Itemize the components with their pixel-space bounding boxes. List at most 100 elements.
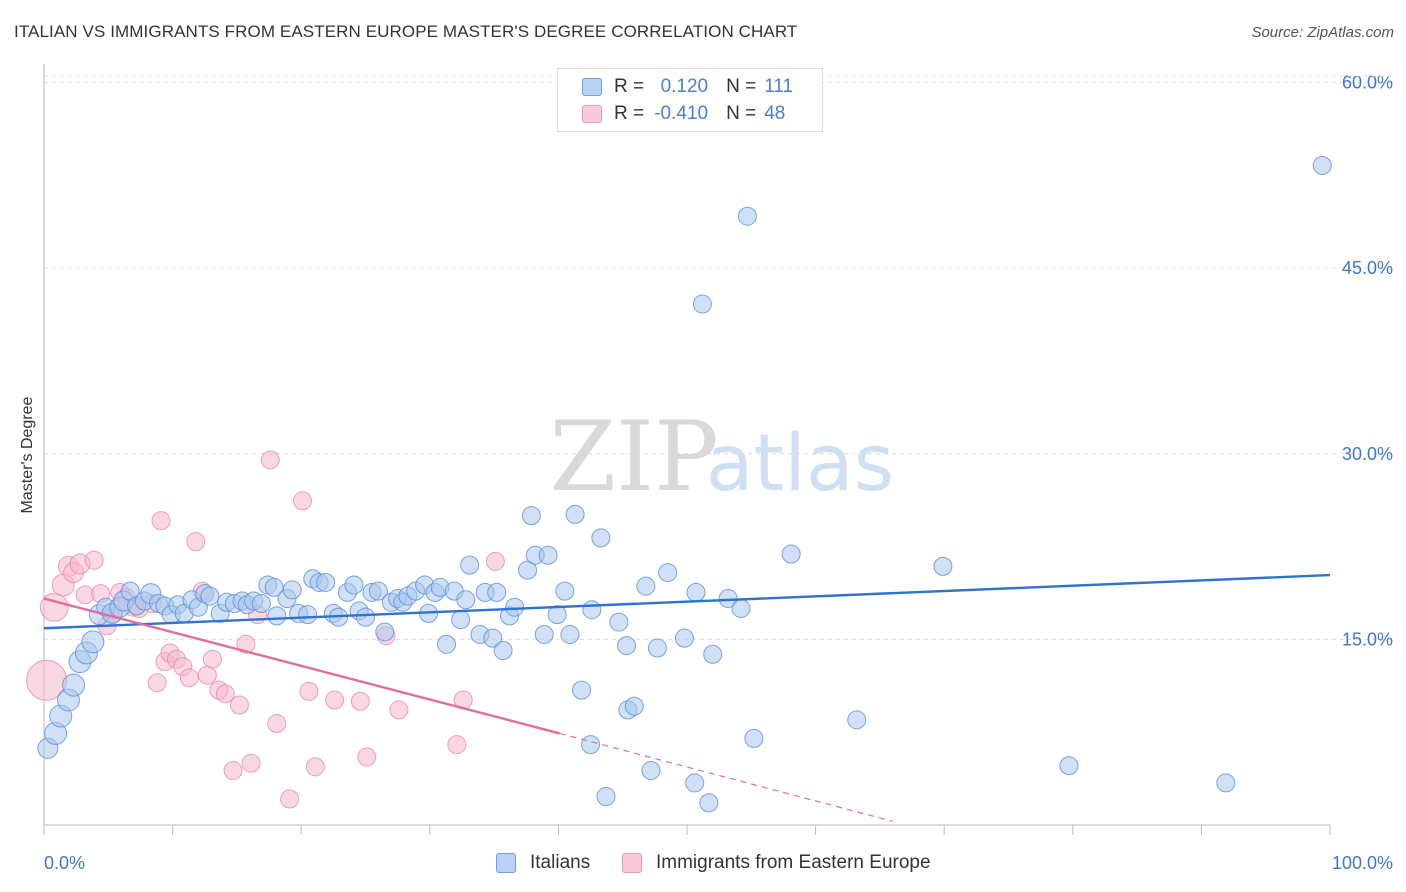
stats-legend: R = 0.120 N = 111 R = -0.410 N = 48 — [557, 68, 823, 132]
italians-point — [744, 728, 764, 748]
italians-point — [560, 624, 580, 644]
italians-point — [451, 610, 471, 630]
r-label: R = — [614, 103, 645, 124]
immigrants-swatch — [582, 105, 602, 123]
x-tick-label: 100.0% — [1332, 853, 1393, 873]
italians-point — [686, 582, 706, 602]
italians-point — [282, 580, 302, 600]
n-value: 48 — [764, 103, 786, 124]
italians-point — [636, 576, 656, 596]
italians-point — [596, 787, 616, 807]
italians-point — [200, 586, 220, 606]
r-value: 0.120 — [660, 76, 709, 97]
italians-point — [781, 544, 801, 564]
legend-row-italians: R = 0.120 N = 111 — [582, 75, 793, 99]
italians-point — [344, 575, 364, 595]
italians-point — [62, 673, 86, 697]
immigrants-point — [186, 532, 206, 552]
legend-label-italians: Italians — [530, 852, 591, 873]
italians-point — [251, 594, 271, 614]
immigrants-point — [223, 761, 243, 781]
immigrants-point — [389, 700, 409, 720]
italians-point — [847, 710, 867, 730]
chart-title: ITALIAN VS IMMIGRANTS FROM EASTERN EUROP… — [14, 22, 798, 41]
italians-point — [1059, 756, 1079, 776]
immigrants-point — [229, 695, 249, 715]
legend-item-italians: Italians — [496, 852, 590, 874]
italians-point — [456, 590, 476, 610]
immigrants-point — [292, 491, 312, 511]
italians-point — [316, 572, 336, 592]
italians-point — [731, 598, 751, 618]
series-legend: Italians Immigrants from Eastern Europe — [0, 852, 1406, 878]
watermark-atlas: atlas — [706, 419, 895, 509]
immigrants-trend-line — [43, 597, 560, 735]
y-tick-label: 60.0% — [1342, 73, 1393, 93]
immigrants-point — [215, 684, 235, 704]
italians-point — [437, 634, 457, 654]
immigrants-point — [197, 665, 217, 685]
italians-point — [267, 606, 287, 626]
r-label: R = — [614, 76, 645, 97]
italians-point — [298, 605, 318, 625]
immigrants-point — [485, 551, 505, 571]
italians-point — [518, 560, 538, 580]
italians-point — [460, 555, 480, 575]
immigrants-point — [447, 735, 467, 755]
italians-point — [572, 680, 592, 700]
n-value: 111 — [764, 76, 794, 97]
immigrants-point — [241, 753, 261, 773]
italians-point — [581, 735, 601, 755]
italians-point — [692, 294, 712, 314]
immigrants-point — [202, 649, 222, 669]
r-value: -0.410 — [654, 103, 709, 124]
legend-item-immigrants: Immigrants from Eastern Europe — [622, 852, 931, 874]
italians-point — [647, 638, 667, 658]
italians-point — [521, 506, 541, 526]
italians-point — [609, 612, 629, 632]
y-tick-label: 15.0% — [1342, 629, 1393, 649]
italians-point — [703, 644, 723, 664]
n-label: N = — [726, 103, 757, 124]
italians-point — [368, 581, 388, 601]
immigrants-point — [325, 690, 345, 710]
italians-point — [487, 582, 507, 602]
immigrants-trend-extension — [559, 732, 893, 822]
italians-point — [582, 600, 602, 620]
x-tick-label: 0.0% — [44, 853, 85, 873]
immigrants-point — [299, 681, 319, 701]
italians-point — [483, 628, 503, 648]
italians-point — [591, 528, 611, 548]
y-tick-label: 45.0% — [1342, 258, 1393, 278]
italians-point — [1216, 773, 1236, 793]
italians-point — [617, 636, 637, 656]
immigrants-point — [236, 634, 256, 654]
italians-swatch — [582, 78, 602, 96]
italians-point — [505, 597, 525, 617]
italians-point — [933, 556, 953, 576]
italians-point — [493, 641, 513, 661]
italians-point — [81, 630, 105, 654]
italians-point — [375, 622, 395, 642]
italians-point — [356, 607, 375, 627]
italians-point — [737, 206, 757, 226]
immigrants-point — [84, 550, 104, 570]
immigrants-point — [357, 747, 377, 767]
n-label: N = — [726, 76, 757, 97]
italians-point — [1312, 155, 1332, 175]
italians-point — [699, 793, 719, 813]
immigrants-swatch — [622, 853, 642, 873]
immigrants-point — [147, 673, 167, 693]
immigrants-point — [305, 757, 325, 777]
immigrants-point — [280, 789, 300, 809]
italians-point — [534, 624, 554, 644]
italians-point — [641, 761, 661, 781]
italians-point — [565, 504, 585, 524]
source-label: Source: ZipAtlas.com — [1251, 24, 1394, 41]
immigrants-point — [179, 668, 199, 688]
immigrants-point — [260, 450, 280, 470]
immigrants-point — [350, 691, 370, 711]
watermark-zip: ZIP — [549, 401, 718, 513]
italians-point — [555, 581, 575, 601]
